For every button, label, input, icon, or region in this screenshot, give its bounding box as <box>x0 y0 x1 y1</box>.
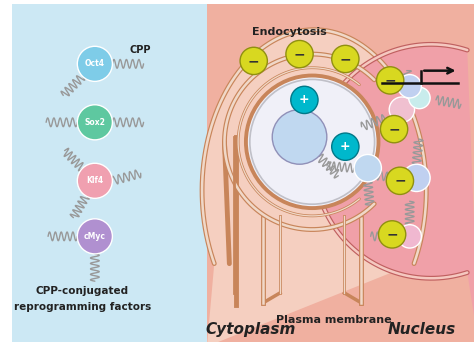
Text: Plasma membrane: Plasma membrane <box>276 315 392 325</box>
Circle shape <box>272 110 327 164</box>
Circle shape <box>409 87 430 109</box>
Text: Oct4: Oct4 <box>85 59 105 69</box>
Circle shape <box>286 40 313 68</box>
Text: CPP-conjugated: CPP-conjugated <box>36 286 129 296</box>
Circle shape <box>77 219 112 254</box>
Circle shape <box>398 225 421 248</box>
Text: −: − <box>384 73 396 88</box>
Text: −: − <box>386 227 398 242</box>
Circle shape <box>332 45 359 73</box>
Text: Endocytosis: Endocytosis <box>253 27 327 37</box>
Text: −: − <box>394 174 406 188</box>
Circle shape <box>354 154 382 182</box>
Circle shape <box>240 47 267 74</box>
Circle shape <box>398 74 421 98</box>
Text: +: + <box>340 140 351 153</box>
Circle shape <box>77 163 112 198</box>
Text: CPP: CPP <box>130 45 151 55</box>
Text: −: − <box>388 122 400 136</box>
Text: −: − <box>294 47 305 61</box>
Circle shape <box>386 167 414 194</box>
Polygon shape <box>314 0 474 346</box>
Text: Nucleus: Nucleus <box>387 322 456 337</box>
Circle shape <box>376 67 404 94</box>
Text: −: − <box>339 52 351 66</box>
Text: Sox2: Sox2 <box>84 118 105 127</box>
Circle shape <box>246 75 378 208</box>
Text: cMyc: cMyc <box>84 232 106 241</box>
Text: +: + <box>299 93 310 107</box>
Polygon shape <box>207 4 474 342</box>
Text: −: − <box>248 54 260 68</box>
Circle shape <box>77 46 112 81</box>
Circle shape <box>378 221 406 248</box>
Text: Cytoplasm: Cytoplasm <box>206 322 296 337</box>
Circle shape <box>291 86 318 113</box>
Circle shape <box>403 164 430 192</box>
Polygon shape <box>202 0 426 346</box>
Text: reprogramming factors: reprogramming factors <box>14 301 151 311</box>
Circle shape <box>332 133 359 160</box>
Text: Klf4: Klf4 <box>86 176 103 185</box>
Circle shape <box>381 116 408 143</box>
Circle shape <box>250 80 374 204</box>
Circle shape <box>77 105 112 140</box>
Circle shape <box>389 97 415 122</box>
